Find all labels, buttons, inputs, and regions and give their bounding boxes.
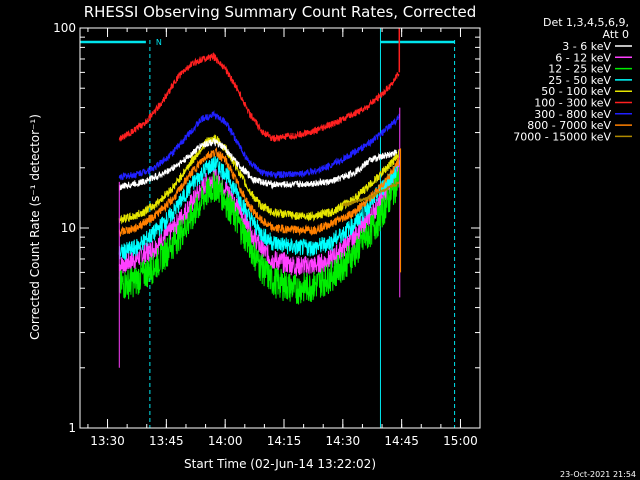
series-line-8 xyxy=(342,179,401,208)
legend-label-2: 12 - 25 keV xyxy=(548,63,611,76)
legend-label-5: 100 - 300 keV xyxy=(534,97,611,110)
series-line-7 xyxy=(118,147,400,237)
y-axis-label: Corrected Count Rate (s⁻¹ detector⁻¹) xyxy=(28,114,42,340)
y-tick-label: 10 xyxy=(61,221,76,235)
marker-label-n: N xyxy=(156,38,162,47)
x-tick-label: 14:45 xyxy=(384,434,419,448)
x-axis-label: Start Time (02-Jun-14 13:22:02) xyxy=(184,457,376,471)
x-tick-label: 13:45 xyxy=(149,434,184,448)
legend-label-1: 6 - 12 keV xyxy=(555,51,611,64)
x-tick-label: 13:30 xyxy=(90,434,125,448)
legend-label-3: 25 - 50 keV xyxy=(548,74,611,87)
plot-area: N xyxy=(80,28,456,428)
series-line-2 xyxy=(118,167,400,305)
y-tick-label: 100 xyxy=(53,21,76,35)
legend-label-0: 3 - 6 keV xyxy=(562,40,611,53)
series-line-6 xyxy=(118,109,400,181)
x-tick-label: 14:00 xyxy=(208,434,243,448)
x-tick-label: 14:15 xyxy=(267,434,302,448)
legend-header-detectors: Det 1,3,4,5,6,9, xyxy=(543,16,629,29)
x-tick-label: 15:00 xyxy=(443,434,478,448)
generation-timestamp: 23-Oct-2021 21:54 xyxy=(560,470,636,479)
series-line-5 xyxy=(118,51,400,142)
legend-label-8: 7000 - 15000 keV xyxy=(513,130,611,143)
legend-label-7: 800 - 7000 keV xyxy=(527,119,611,132)
chart-title: RHESSI Observing Summary Count Rates, Co… xyxy=(84,3,477,21)
axis-ticks: 1 10 100 13:30 13:45 14:00 14:15 14:30 14:45 15:0… xyxy=(53,21,480,448)
legend-header-attenuator: Att 0 xyxy=(603,28,629,41)
legend-label-6: 300 - 800 keV xyxy=(534,108,611,121)
x-tick-label: 14:30 xyxy=(326,434,361,448)
y-tick-label: 1 xyxy=(68,421,76,435)
legend-label-4: 50 - 100 keV xyxy=(541,85,611,98)
series-line-3 xyxy=(118,156,400,261)
series-line-0 xyxy=(118,138,398,191)
